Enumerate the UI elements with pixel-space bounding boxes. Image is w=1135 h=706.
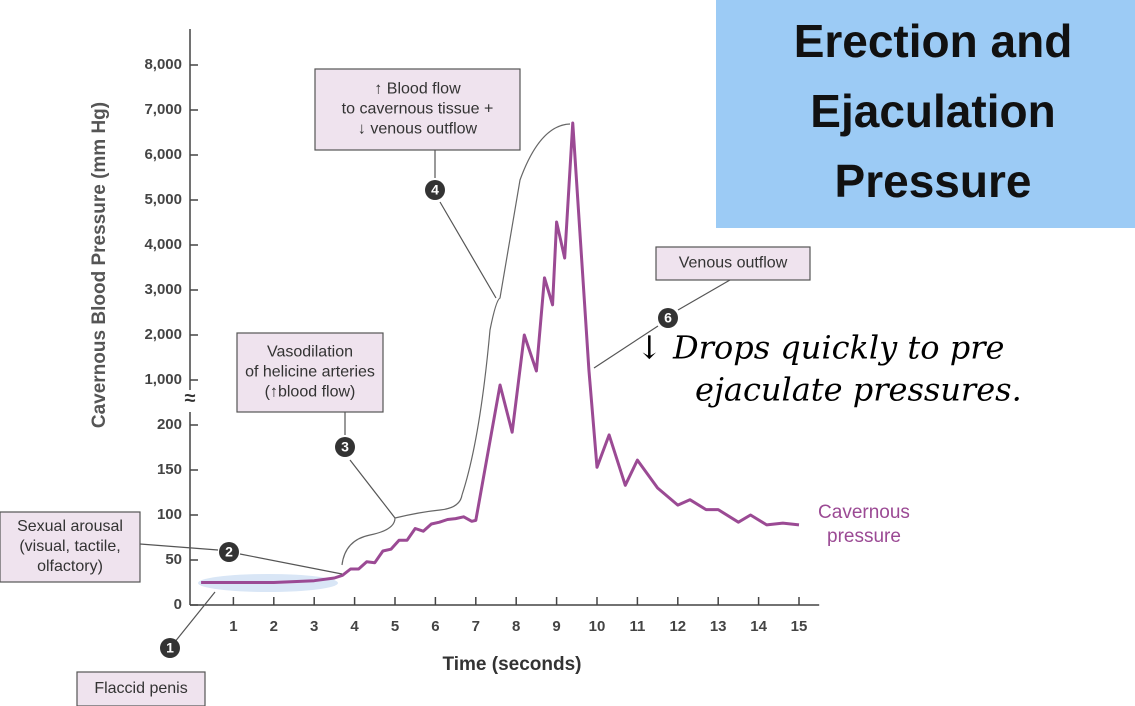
x-tick-label: 3: [310, 618, 318, 635]
annotation-text: Sexual arousal: [17, 518, 123, 535]
leader-line: [439, 201, 497, 299]
bracket: [341, 494, 463, 566]
x-tick-label: 2: [270, 618, 278, 635]
chart-title: Erection and Ejaculation Pressure: [794, 15, 1073, 207]
y-tick-label: 6,000: [144, 146, 182, 163]
annotation-box: [0, 511, 141, 583]
y-tick-label: 8,000: [144, 56, 182, 73]
handwritten-note: ↓ Drops quickly to pre: [636, 329, 1004, 367]
leader-line: [349, 459, 396, 519]
annotation-text: to cavernous tissue +: [342, 101, 494, 118]
y-tick-label: 2,000: [144, 326, 182, 343]
annotation-marker: [335, 437, 355, 457]
annotation-marker: [425, 180, 445, 200]
annotation-number: 6: [664, 310, 672, 326]
annotation-text: ↓ venous outflow: [358, 121, 478, 138]
annotation-text: Flaccid penis: [94, 680, 187, 697]
y-tick-label: 3,000: [144, 281, 182, 298]
x-tick-label: 15: [791, 618, 808, 635]
annotation-number: 2: [225, 544, 233, 560]
bracket: [461, 123, 571, 496]
annotation-text: Vasodilation: [267, 344, 353, 361]
axis-break: ≈: [185, 387, 196, 409]
y-tick-label: 100: [157, 506, 182, 523]
leader-line: [169, 591, 216, 649]
x-axis-label: Time (seconds): [442, 654, 581, 675]
chart-title-line: Ejaculation: [810, 85, 1055, 137]
y-tick-label: 7,000: [144, 101, 182, 118]
annotation-box: [314, 68, 521, 151]
leader-line: [677, 279, 731, 311]
annotation-text: (↑blood flow): [265, 384, 356, 401]
chart-title-line: Pressure: [835, 155, 1032, 207]
chart-title-line: Erection and: [794, 15, 1073, 67]
annotation-text: of helicine arteries: [245, 364, 375, 381]
annotation-number: 1: [166, 640, 174, 656]
x-tick-label: 9: [552, 618, 560, 635]
series-label-line: Cavernous: [818, 502, 910, 523]
annotation-number: 4: [431, 182, 439, 198]
y-tick-label: 4,000: [144, 236, 182, 253]
x-tick-label: 8: [512, 618, 520, 635]
title-box: [716, 0, 1135, 228]
x-tick-label: 12: [669, 618, 686, 635]
leader-line: [593, 325, 659, 369]
handwritten-note: ejaculate pressures.: [695, 371, 1022, 409]
annotation-marker: [160, 638, 180, 658]
annotation-text: ↑ Blood flow: [374, 81, 461, 98]
x-tick-label: 7: [472, 618, 480, 635]
y-tick-label: 5,000: [144, 191, 182, 208]
y-tick-label: 50: [165, 551, 182, 568]
annotation-marker: [658, 308, 678, 328]
x-tick-label: 1: [229, 618, 237, 635]
y-tick-label: 0: [174, 596, 182, 613]
annotation-box: [655, 246, 811, 281]
leader-line: [139, 543, 219, 551]
y-tick-label: 1,000: [144, 371, 182, 388]
series-label: Cavernous pressure: [818, 502, 910, 547]
x-tick-label: 10: [589, 618, 606, 635]
annotation-marker: [219, 542, 239, 562]
x-tick-label: 5: [391, 618, 399, 635]
x-tick-label: 11: [629, 618, 645, 635]
leader-line: [239, 553, 343, 575]
x-tick-label: 6: [431, 618, 439, 635]
annotation-text: olfactory): [37, 558, 103, 575]
data-line: [201, 121, 800, 584]
annotation-box: [236, 332, 384, 413]
x-tick-label: 4: [350, 618, 359, 635]
y-axis-label: Cavernous Blood Pressure (mm Hg): [89, 102, 110, 428]
annotation-number: 3: [341, 439, 349, 455]
x-tick-label: 14: [750, 618, 767, 635]
y-tick-label: 150: [157, 461, 182, 478]
series-label-line: pressure: [827, 526, 901, 547]
x-tick-label: 13: [710, 618, 727, 635]
annotation-text: (visual, tactile,: [19, 538, 120, 555]
annotation-box: [76, 671, 206, 706]
annotation-text: Venous outflow: [679, 255, 788, 272]
y-tick-label: 200: [157, 416, 182, 433]
